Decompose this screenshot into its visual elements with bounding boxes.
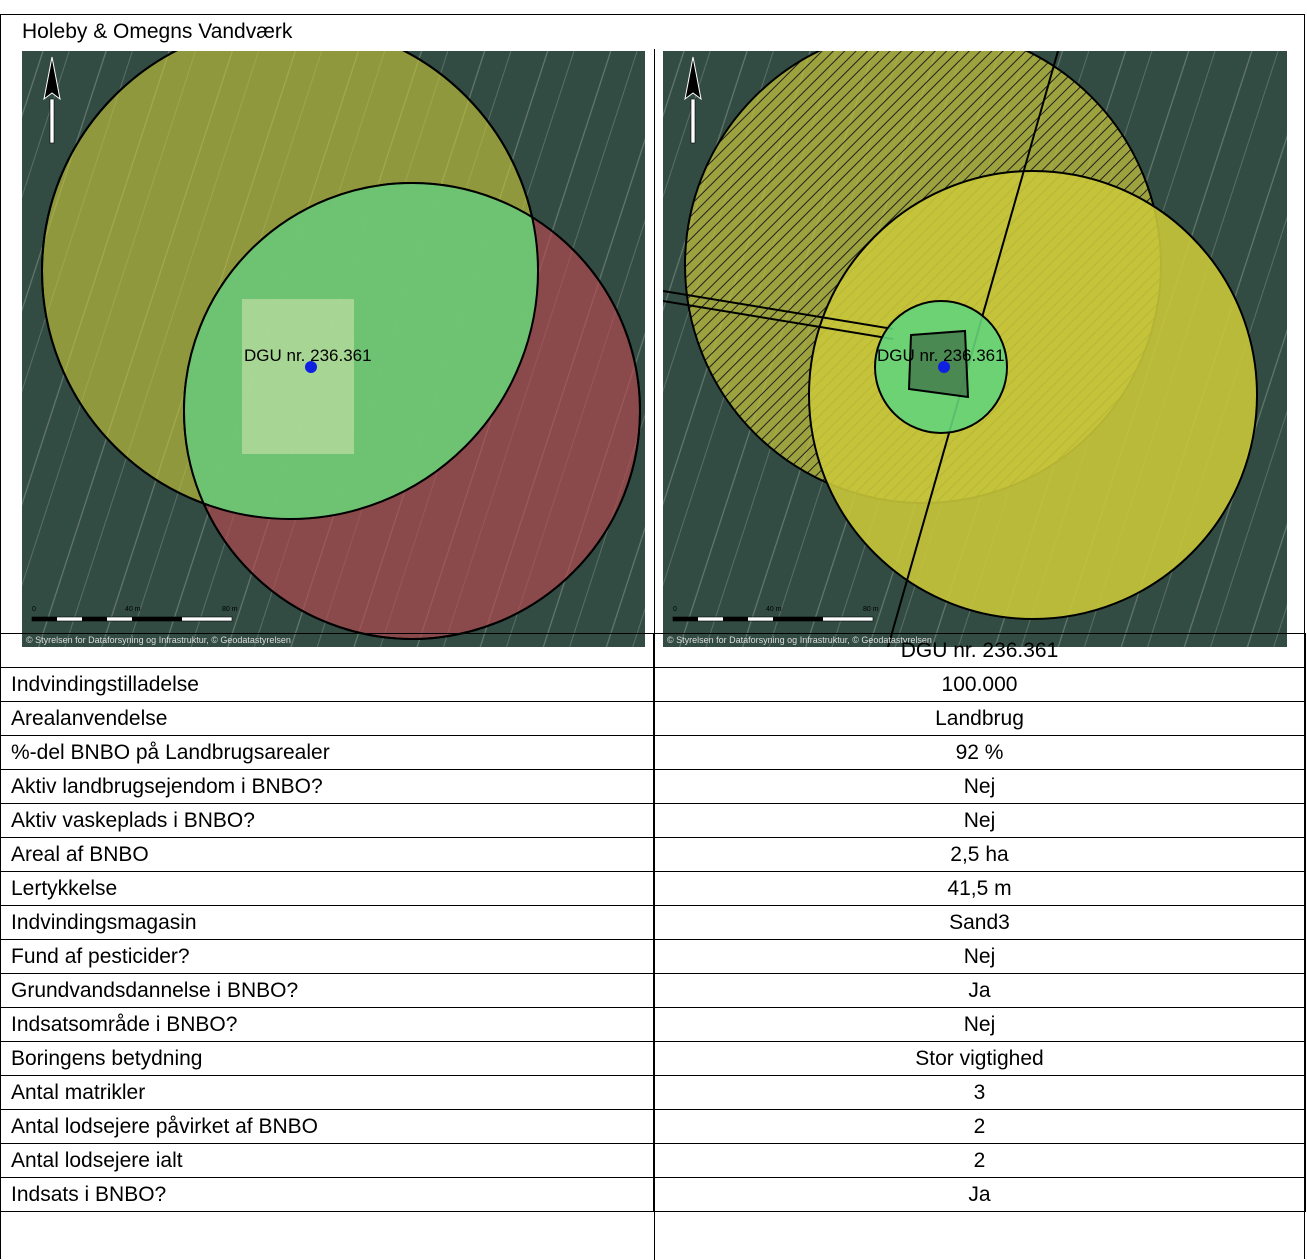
row-value: Sand3 bbox=[653, 905, 1306, 940]
table-row: Arealanvendelse Landbrug bbox=[0, 701, 1306, 736]
document-sheet: Holeby & Omegns Vandværk bbox=[0, 14, 1305, 1260]
row-value: 2 bbox=[653, 1109, 1306, 1144]
row-label: Antal matrikler bbox=[0, 1075, 654, 1110]
row-label: %-del BNBO på Landbrugsarealer bbox=[0, 735, 654, 770]
table-row: Antal matrikler 3 bbox=[0, 1075, 1306, 1110]
row-label: Indvindingsmagasin bbox=[0, 905, 654, 940]
row-label: Arealanvendelse bbox=[0, 701, 654, 736]
map-left: DGU nr. 236.361 0 40 m 80 m © Styrelsen … bbox=[22, 51, 645, 647]
waterworks-title: Holeby & Omegns Vandværk bbox=[22, 20, 293, 43]
row-label: Areal af BNBO bbox=[0, 837, 654, 872]
row-label: Indvindingstilladelse bbox=[0, 667, 654, 702]
row-value: 2 bbox=[653, 1143, 1306, 1178]
row-value: Ja bbox=[653, 973, 1306, 1008]
row-label: Antal lodsejere påvirket af BNBO bbox=[0, 1109, 654, 1144]
header-label-cell bbox=[0, 633, 654, 668]
row-label: Aktiv landbrugsejendom i BNBO? bbox=[0, 769, 654, 804]
well-point bbox=[305, 361, 317, 373]
row-label: Indsatsområde i BNBO? bbox=[0, 1007, 654, 1042]
zone-overlap-green bbox=[184, 183, 538, 519]
table-row: Aktiv landbrugsejendom i BNBO? Nej bbox=[0, 769, 1306, 804]
scale-label-0: 0 bbox=[673, 606, 677, 613]
row-value: 3 bbox=[653, 1075, 1306, 1110]
scale-label-40: 40 m bbox=[125, 606, 141, 613]
table-row: %-del BNBO på Landbrugsarealer 92 % bbox=[0, 735, 1306, 770]
row-value: Nej bbox=[653, 803, 1306, 838]
well-label: DGU nr. 236.361 bbox=[877, 346, 1005, 365]
parcel-square bbox=[907, 329, 970, 399]
map-right: DGU nr. 236.361 0 40 m 80 m © Styrelsen … bbox=[663, 51, 1287, 647]
table-row: Indsats i BNBO? Ja bbox=[0, 1177, 1306, 1212]
scale-bar bbox=[31, 616, 233, 622]
header-well-cell: DGU nr. 236.361 bbox=[653, 633, 1306, 668]
north-arrow-icon bbox=[684, 56, 702, 144]
map-left-canvas: DGU nr. 236.361 bbox=[22, 51, 645, 647]
row-value: Nej bbox=[653, 939, 1306, 974]
row-label: Lertykkelse bbox=[0, 871, 654, 906]
table-row: Indvindingsmagasin Sand3 bbox=[0, 905, 1306, 940]
table-row: Indsatsområde i BNBO? Nej bbox=[0, 1007, 1306, 1042]
scale-bar bbox=[672, 616, 874, 622]
row-value: 2,5 ha bbox=[653, 837, 1306, 872]
well-point bbox=[938, 361, 950, 373]
row-value: Nej bbox=[653, 769, 1306, 804]
scale-label-80: 80 m bbox=[222, 606, 238, 613]
table-row: Indvindingstilladelse 100.000 bbox=[0, 667, 1306, 702]
row-value: Ja bbox=[653, 1177, 1306, 1212]
north-arrow-icon bbox=[43, 56, 61, 144]
row-label: Boringens betydning bbox=[0, 1041, 654, 1076]
scale-label-0: 0 bbox=[32, 606, 36, 613]
row-value: Nej bbox=[653, 1007, 1306, 1042]
table-row: Boringens betydning Stor vigtighed bbox=[0, 1041, 1306, 1076]
map-right-canvas: DGU nr. 236.361 bbox=[663, 51, 1287, 647]
table-row: Grundvandsdannelse i BNBO? Ja bbox=[0, 973, 1306, 1008]
row-label: Indsats i BNBO? bbox=[0, 1177, 654, 1212]
scale-label-80: 80 m bbox=[863, 606, 879, 613]
well-label: DGU nr. 236.361 bbox=[244, 346, 372, 365]
row-label: Aktiv vaskeplads i BNBO? bbox=[0, 803, 654, 838]
table-header-row: DGU nr. 236.361 bbox=[0, 633, 1306, 668]
scale-label-40: 40 m bbox=[766, 606, 782, 613]
site-area bbox=[242, 299, 354, 454]
table-row: Antal lodsejere ialt 2 bbox=[0, 1143, 1306, 1178]
row-label: Fund af pesticider? bbox=[0, 939, 654, 974]
row-label: Grundvandsdannelse i BNBO? bbox=[0, 973, 654, 1008]
table-row: Aktiv vaskeplads i BNBO? Nej bbox=[0, 803, 1306, 838]
table-row: Lertykkelse 41,5 m bbox=[0, 871, 1306, 906]
table-row: Fund af pesticider? Nej bbox=[0, 939, 1306, 974]
row-value: Landbrug bbox=[653, 701, 1306, 736]
row-label: Antal lodsejere ialt bbox=[0, 1143, 654, 1178]
well-info-table: DGU nr. 236.361 Indvindingstilladelse 100… bbox=[0, 633, 1306, 1212]
row-value: Stor vigtighed bbox=[653, 1041, 1306, 1076]
zone-yellow-bnbo bbox=[808, 170, 1258, 620]
row-value: 41,5 m bbox=[653, 871, 1306, 906]
table-row: Areal af BNBO 2,5 ha bbox=[0, 837, 1306, 872]
row-value: 100.000 bbox=[653, 667, 1306, 702]
table-row: Antal lodsejere påvirket af BNBO 2 bbox=[0, 1109, 1306, 1144]
row-value: 92 % bbox=[653, 735, 1306, 770]
